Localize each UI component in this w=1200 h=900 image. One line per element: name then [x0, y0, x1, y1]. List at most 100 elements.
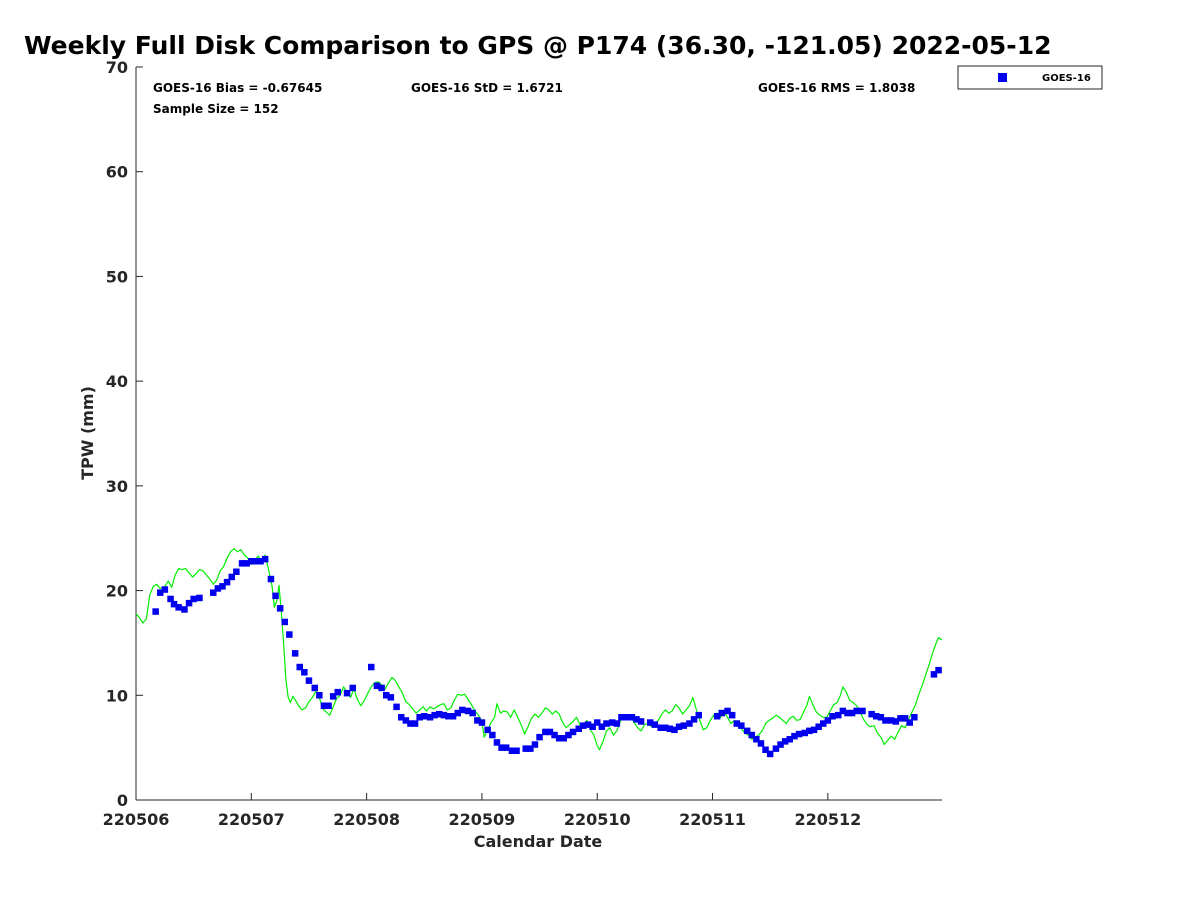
goes-16-point [393, 703, 400, 711]
goes-16-point [157, 589, 164, 596]
goes-16-point [214, 585, 222, 592]
goes-16-point [243, 560, 250, 567]
legend: GOES-16 [957, 65, 1103, 90]
goes-16-point [296, 663, 303, 671]
goes-16-point [713, 713, 721, 720]
goes-16-point [551, 731, 558, 739]
goes-16-point [738, 722, 745, 729]
goes-16-point [868, 710, 875, 718]
goes-16-point [584, 721, 592, 728]
goes-16-point [469, 709, 476, 717]
x-tick-label: 220509 [449, 810, 516, 829]
goes-16-point [546, 728, 554, 736]
goes-16-point [276, 605, 284, 612]
legend-label-goes-16: GOES-16 [1042, 73, 1091, 84]
goes-16-point [484, 726, 491, 734]
goes-16-point [829, 713, 836, 720]
goes-16-point [815, 723, 822, 730]
goes-16-point [733, 720, 740, 727]
goes-16-point [387, 694, 395, 701]
x-tick-label: 220510 [564, 810, 631, 829]
goes-16-point [724, 707, 731, 715]
goes-16-point [513, 747, 520, 754]
y-tick-label: 60 [106, 163, 128, 182]
goes-16-point [753, 736, 760, 743]
goes-16-point [349, 684, 356, 692]
goes-16-point [223, 578, 231, 586]
x-tick-label: 220512 [794, 810, 861, 829]
goes-16-point [637, 718, 645, 725]
goes-16-point [252, 558, 260, 565]
goes-16-point [662, 724, 669, 731]
x-tick-label: 220507 [218, 810, 285, 829]
goes-16-point [801, 729, 808, 737]
goes-16-point [888, 717, 895, 724]
goes-16-point [161, 586, 169, 593]
y-tick-label: 70 [106, 58, 128, 77]
goes-16-point [882, 717, 889, 724]
goes-16-point [267, 575, 275, 583]
goes-16-point [633, 716, 640, 723]
goes-16-point [334, 688, 341, 696]
goes-16-point [686, 720, 693, 727]
goes-16-point [196, 594, 203, 602]
axes: 0 10 20 30 40 50 60 70 220506 220507 220508 220509 2… [103, 58, 942, 829]
y-axis-label: TPW (mm) [78, 386, 97, 480]
goes-16-point [728, 711, 736, 719]
goes-16-point [502, 744, 510, 751]
goes-16-point [311, 684, 318, 692]
goes-16-point [426, 714, 434, 721]
goes-16-point [181, 606, 188, 613]
goes-16-point [316, 692, 323, 699]
goes-16-point [210, 589, 217, 596]
goes-16-point [281, 618, 288, 626]
goes-16-point [603, 720, 610, 727]
goes-16-point [594, 719, 601, 726]
goes-16-point [411, 720, 419, 727]
goes-16-point [478, 719, 486, 726]
goes-16-point [167, 595, 174, 603]
goes-16-point [175, 604, 182, 611]
rms-stat: GOES-16 RMS = 1.8038 [758, 81, 915, 95]
goes-16-point [690, 716, 698, 723]
goes-16-point [589, 723, 596, 730]
sample-size-stat: Sample Size = 152 [153, 102, 279, 116]
goes-16-point [407, 720, 414, 727]
goes-16-point [848, 709, 856, 717]
goes-16-point [844, 709, 851, 717]
goes-16-point [325, 702, 332, 709]
goes-16-point [238, 560, 246, 567]
goes-16-point [152, 608, 159, 615]
goes-16-point [569, 728, 577, 736]
goes-16-point [911, 714, 918, 721]
goes-16-point [170, 600, 178, 608]
goes-16-point [449, 713, 457, 720]
goes-16-point [498, 744, 505, 751]
y-tick-label: 20 [106, 582, 128, 601]
goes-16-point [440, 711, 448, 719]
goes-16-point [781, 738, 789, 745]
goes-16-point [343, 689, 351, 697]
goes-16-point [383, 692, 390, 699]
goes-16-point [906, 719, 913, 726]
goes-16-point [536, 733, 543, 741]
goes-16-point [190, 595, 197, 603]
goes-16-series [152, 555, 942, 758]
y-tick-label: 50 [106, 267, 128, 286]
gps-series [135, 548, 943, 751]
goes-16-point [489, 731, 496, 739]
goes-16-point [786, 736, 793, 743]
chart-title: Weekly Full Disk Comparison to GPS @ P17… [24, 31, 1051, 60]
goes-16-point [930, 671, 938, 678]
x-tick-label: 220511 [679, 810, 746, 829]
goes-16-point [508, 747, 516, 754]
goes-16-point [820, 720, 827, 727]
goes-16-point [873, 713, 880, 720]
goes-16-point [398, 714, 405, 721]
goes-16-point [766, 750, 774, 758]
goes-16-point [261, 555, 269, 563]
goes-16-point [810, 726, 818, 734]
goes-16-point [853, 707, 860, 715]
std-stat: GOES-16 StD = 1.6721 [411, 81, 563, 95]
